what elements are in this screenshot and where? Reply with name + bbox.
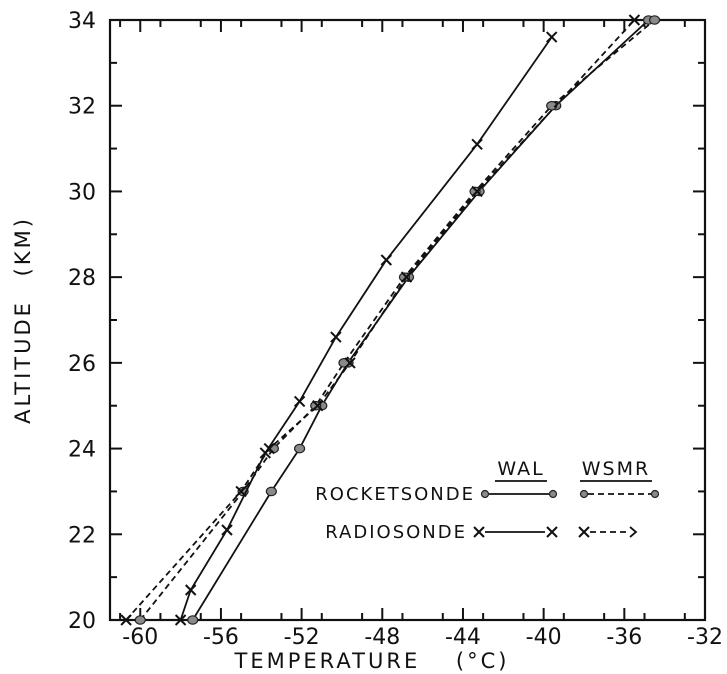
x-axis-title: TEMPERATURE bbox=[234, 649, 421, 673]
data-point bbox=[221, 524, 233, 536]
data-point bbox=[311, 399, 324, 412]
axis-ticks bbox=[110, 19, 706, 621]
data-point bbox=[380, 254, 393, 266]
x-tick-label: -60 bbox=[122, 625, 158, 650]
data-point bbox=[134, 615, 146, 625]
y-tick-label: 22 bbox=[68, 523, 96, 548]
x-tick-label: -56 bbox=[203, 625, 239, 650]
legend-header-wsmr: WSMR bbox=[582, 458, 650, 480]
x-tick-label: -36 bbox=[606, 625, 642, 650]
data-point bbox=[400, 271, 413, 283]
y-tick-label: 28 bbox=[68, 266, 96, 291]
series-2 bbox=[174, 31, 558, 626]
y-axis-unit: (KM) bbox=[11, 216, 35, 276]
data-point bbox=[293, 443, 306, 454]
data-point bbox=[263, 442, 276, 455]
data-point bbox=[330, 331, 342, 343]
legend-rocket-wsmr-dot-end bbox=[650, 489, 660, 499]
legend-radio-wal-x-end bbox=[546, 526, 558, 538]
legend-rocket-wsmr-dot-start bbox=[579, 489, 589, 499]
data-point bbox=[293, 395, 306, 408]
x-tick-label: -52 bbox=[284, 625, 320, 650]
x-tick-label: -40 bbox=[526, 625, 562, 650]
y-tick-label: 32 bbox=[68, 95, 96, 120]
legend-rocket-wal-dot-start bbox=[480, 489, 490, 499]
data-point bbox=[120, 614, 132, 626]
data-point bbox=[187, 615, 199, 625]
y-tick-label: 26 bbox=[68, 352, 96, 377]
data-point bbox=[545, 31, 558, 43]
legend: WAL WSMR ROCKETSONDE RADIOSONDE bbox=[315, 458, 660, 543]
y-tick-label: 30 bbox=[68, 180, 96, 205]
y-axis-title: ALTITUDE bbox=[11, 300, 35, 424]
legend-radio-wsmr-arrowhead bbox=[629, 526, 638, 538]
legend-rocket-wal-dot-end bbox=[548, 489, 558, 499]
legend-radio-wsmr-x-start bbox=[578, 526, 590, 538]
data-point bbox=[469, 186, 481, 197]
svg-text:ALTITUDE (KM): ALTITUDE (KM) bbox=[11, 216, 35, 424]
y-tick-label: 20 bbox=[68, 609, 96, 634]
data-point bbox=[648, 15, 661, 25]
x-axis-label: TEMPERATURE (°C) bbox=[234, 649, 510, 673]
x-tick-label: -32 bbox=[687, 625, 723, 650]
x-axis-unit: (°C) bbox=[456, 649, 510, 673]
series-3 bbox=[120, 14, 641, 626]
y-axis-label: ALTITUDE (KM) bbox=[11, 216, 35, 424]
x-tick-label: -48 bbox=[364, 625, 400, 650]
data-point bbox=[235, 485, 247, 498]
data-point bbox=[184, 584, 197, 596]
data-point bbox=[344, 357, 356, 369]
series-line bbox=[125, 19, 636, 621]
axis-tick-labels: -60 -56 -52 -48 -44 -40 -36 -32 20 22 24 26 28 30 32 34 bbox=[68, 9, 723, 650]
y-tick-label: 34 bbox=[68, 9, 96, 34]
data-point bbox=[628, 14, 641, 26]
legend-header-wal: WAL bbox=[497, 458, 544, 480]
data-point bbox=[471, 138, 483, 151]
x-tick-label: -44 bbox=[445, 625, 481, 650]
y-tick-label: 24 bbox=[68, 438, 96, 463]
legend-row-rocketsonde: ROCKETSONDE bbox=[315, 484, 475, 505]
data-point bbox=[471, 185, 483, 198]
data-point bbox=[174, 614, 187, 626]
legend-radio-wal-x-start bbox=[473, 526, 485, 538]
series-layer bbox=[120, 14, 661, 626]
data-point bbox=[265, 486, 277, 497]
legend-row-radiosonde: RADIOSONDE bbox=[325, 522, 467, 543]
